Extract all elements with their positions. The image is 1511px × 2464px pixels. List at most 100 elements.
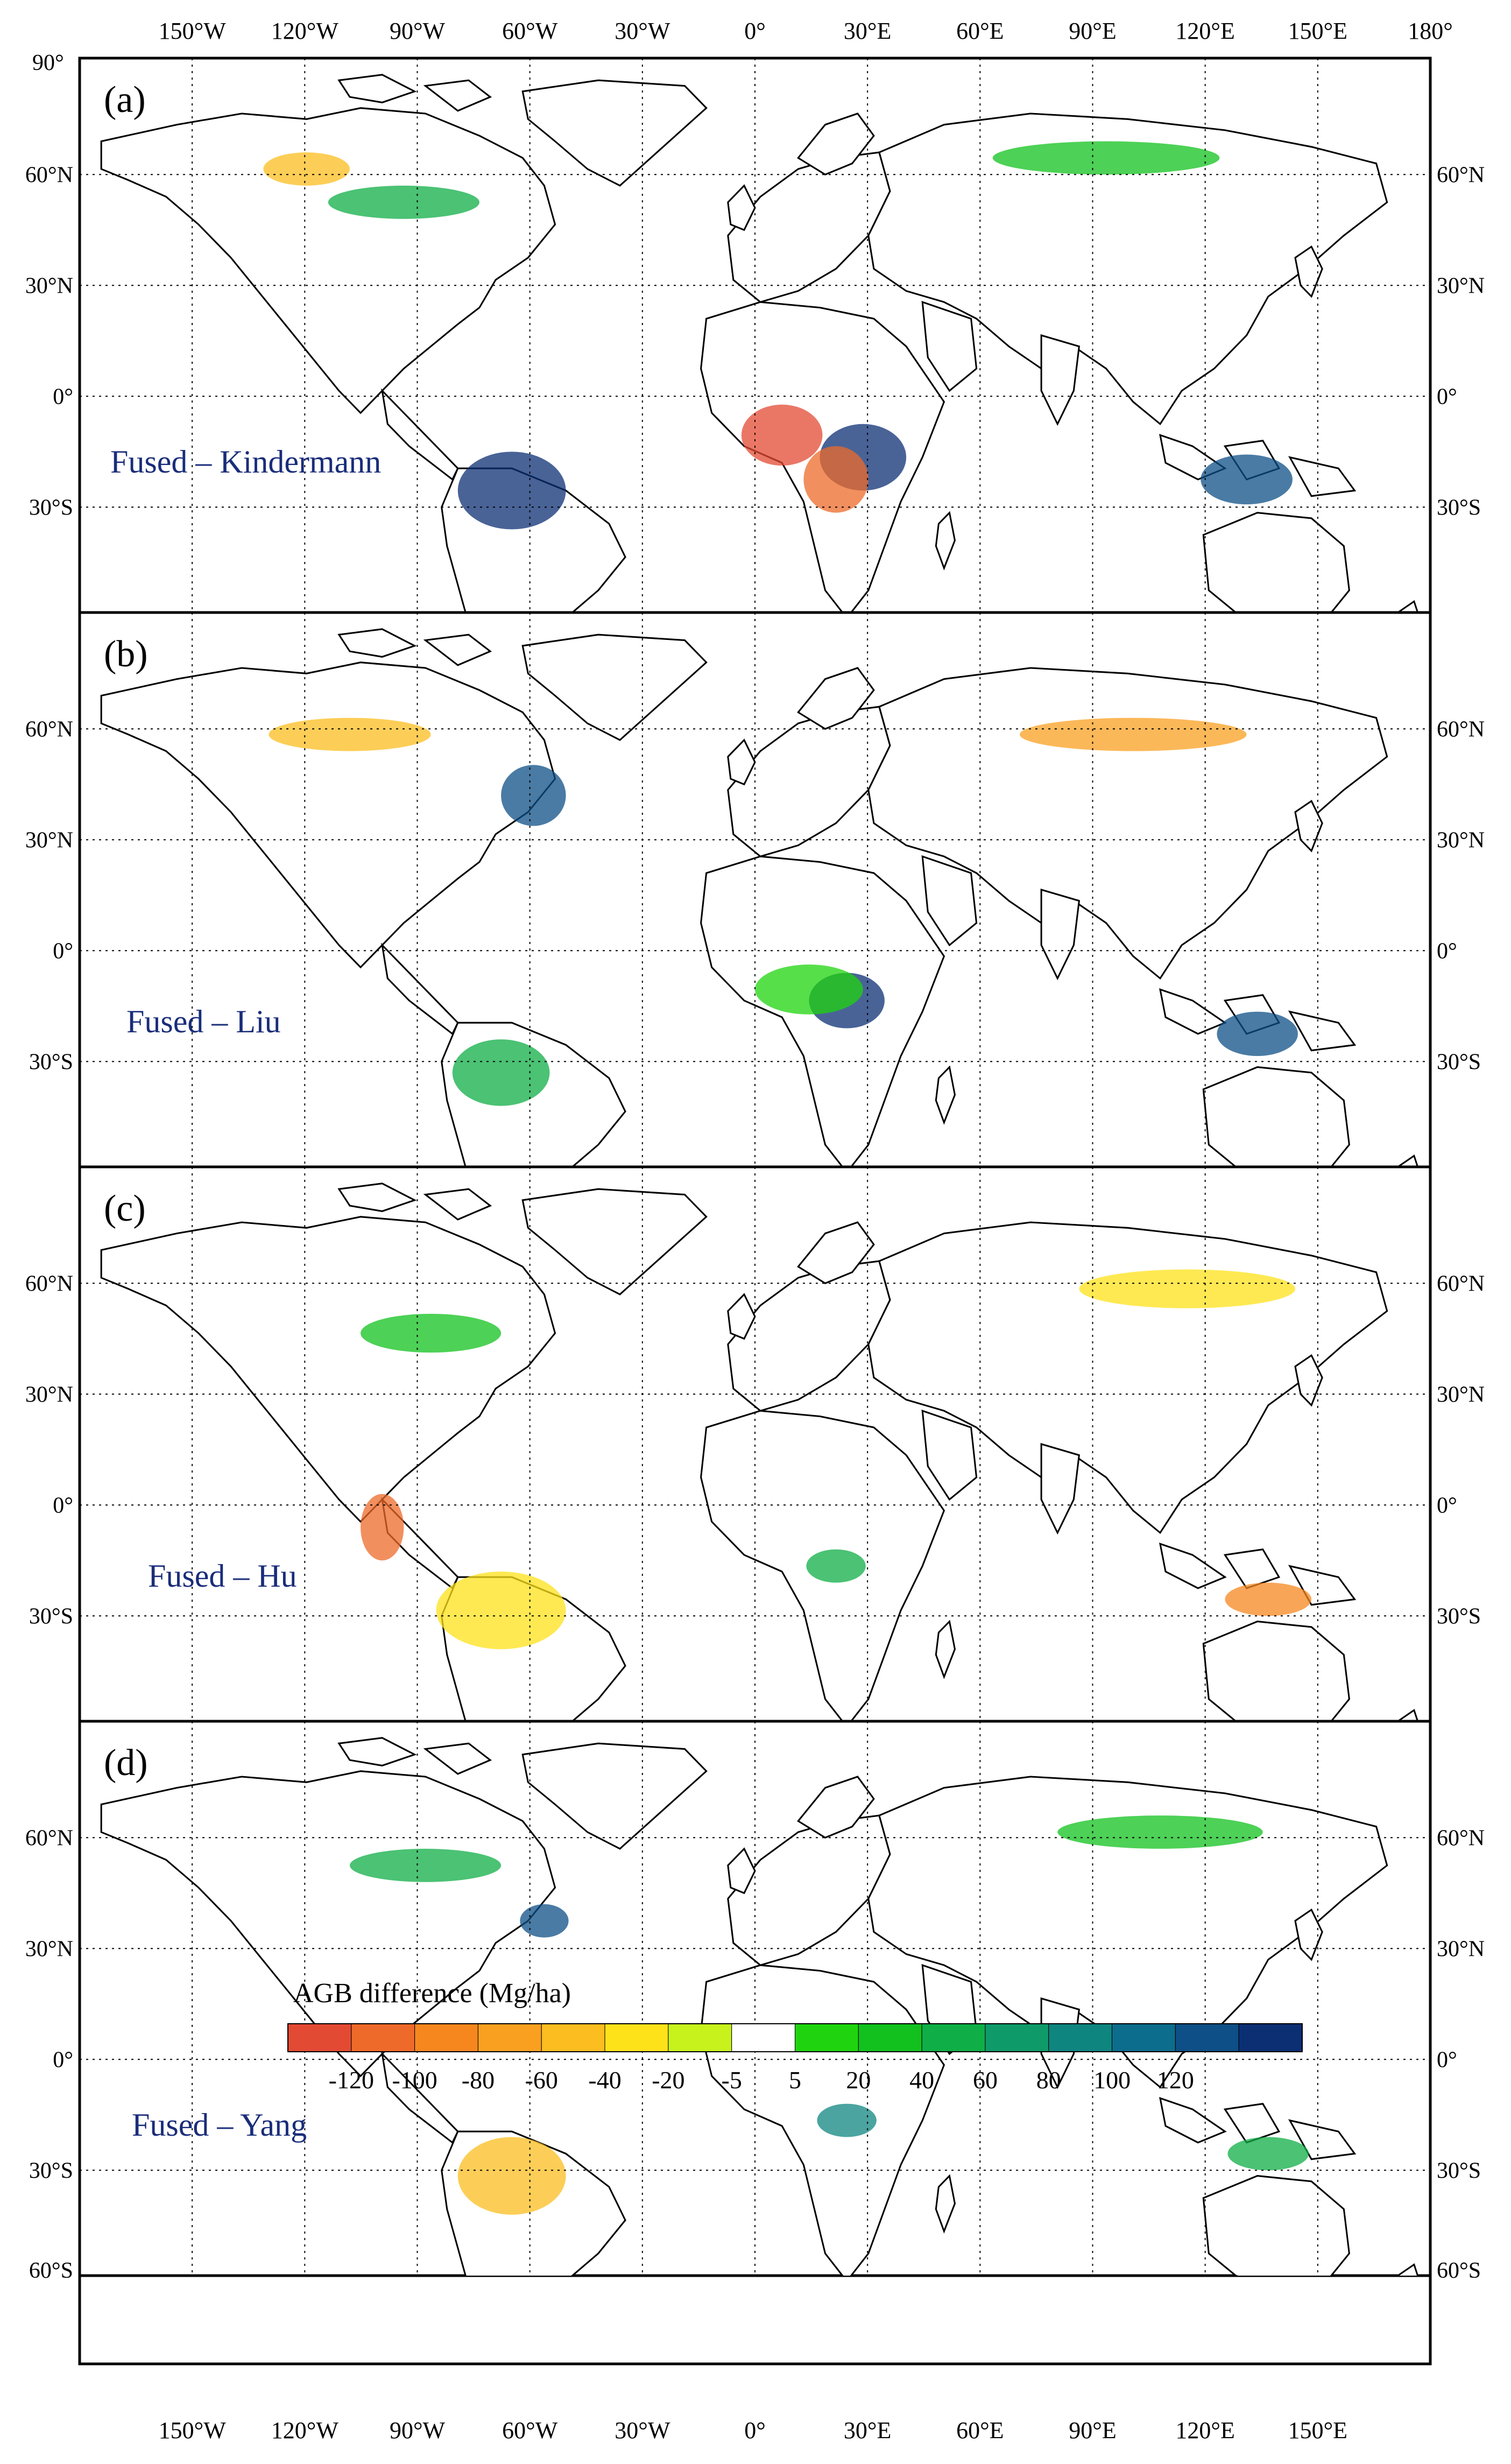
- legend-colorbar: [287, 2023, 1303, 2052]
- map-panel: 60°N 60°N 30°N 30°N 0° 0° 30°S 30°S (b) Fused – L…: [25, 611, 1485, 1168]
- lat-tick-right: 60°N: [1437, 717, 1485, 742]
- lat-tick-right: 30°S: [1437, 2158, 1481, 2183]
- agb-difference-region: [1079, 1269, 1295, 1308]
- map-panel: 60°N 60°N 30°N 30°N 0° 0° 30°S 30°S (c) Fused – H…: [25, 1165, 1485, 1723]
- legend-tick: -100: [392, 2066, 437, 2094]
- panels: 60°N 60°N 30°N 30°N 0° 0° 30°S 30°S (a) Fused – K…: [25, 57, 1485, 2283]
- lat-tick-left: 30°N: [25, 1937, 73, 1961]
- lon-tick-top: 30°E: [844, 18, 891, 44]
- agb-difference-region: [501, 765, 566, 826]
- lon-tick-bottom: 60°E: [956, 2417, 1004, 2444]
- legend-tick: 5: [789, 2066, 801, 2094]
- lat-tick-left: 60°N: [25, 717, 73, 742]
- lat-tick-left: 0°: [53, 939, 73, 963]
- panel-letter: (d): [104, 1742, 148, 1784]
- legend-tick: -40: [588, 2066, 621, 2094]
- corner-lat-label: 90°: [32, 51, 64, 75]
- lat-tick-right: 60°N: [1437, 163, 1485, 187]
- lat-tick-right: 30°N: [1437, 273, 1485, 298]
- agb-difference-region: [269, 717, 431, 751]
- lat-tick-right: 60°S: [1437, 2258, 1481, 2283]
- lat-tick-right: 30°N: [1437, 1937, 1485, 1961]
- lat-tick-left: 30°N: [25, 1382, 73, 1407]
- legend-tick: -5: [722, 2066, 742, 2094]
- agb-difference-region: [457, 2137, 566, 2215]
- panel-letter: (a): [104, 79, 146, 121]
- agb-difference-region: [457, 452, 566, 530]
- legend-tick: -20: [652, 2066, 684, 2094]
- lat-tick-right: 30°S: [1437, 1604, 1481, 1629]
- lon-tick-bottom: 30°E: [844, 2417, 891, 2444]
- legend-tick: -80: [462, 2066, 495, 2094]
- legend-swatch: [1175, 2023, 1239, 2052]
- legend-swatch: [921, 2023, 986, 2052]
- agb-difference-region: [520, 1904, 569, 1938]
- lat-tick-left: 60°N: [25, 1826, 73, 1850]
- lat-tick-left: 30°S: [29, 2158, 73, 2183]
- lat-tick-right: 30°N: [1437, 828, 1485, 853]
- legend-tick: 60: [973, 2066, 998, 2094]
- panel-comparison-label: Fused – Kindermann: [110, 444, 381, 480]
- lon-tick-bottom: 60°W: [502, 2417, 558, 2444]
- agb-difference-region: [803, 446, 869, 513]
- legend-tick: 40: [909, 2066, 934, 2094]
- lat-tick-right: 30°S: [1437, 1050, 1481, 1074]
- panel-letter: (b): [104, 633, 148, 675]
- agb-difference-region: [755, 965, 863, 1015]
- legend-tick: 80: [1036, 2066, 1061, 2094]
- agb-difference-region: [817, 2103, 877, 2137]
- panel-comparison-label: Fused – Yang: [132, 2107, 307, 2143]
- lat-tick-left: 60°N: [25, 1271, 73, 1296]
- agb-difference-region: [1057, 1815, 1263, 1849]
- agb-difference-region: [452, 1039, 550, 1106]
- agb-difference-region: [361, 1494, 404, 1561]
- lon-tick-top: 0°: [744, 18, 766, 44]
- legend-swatch: [1048, 2023, 1113, 2052]
- agb-difference-region: [361, 1313, 502, 1353]
- panel-letter: (c): [104, 1188, 146, 1229]
- lat-tick-left: 30°S: [29, 495, 73, 520]
- legend-tick: 20: [846, 2066, 871, 2094]
- lon-tick-top: 150°E: [1288, 18, 1347, 44]
- lat-tick-right: 0°: [1437, 384, 1457, 409]
- legend-swatch: [604, 2023, 669, 2052]
- lat-tick-right: 0°: [1437, 1493, 1457, 1518]
- agb-difference-region: [1227, 2137, 1309, 2171]
- lat-tick-left: 30°N: [25, 828, 73, 853]
- lat-tick-left: 0°: [53, 1493, 73, 1518]
- agb-difference-region: [992, 141, 1220, 175]
- agb-difference-region: [741, 404, 823, 466]
- legend-swatch: [985, 2023, 1049, 2052]
- legend: AGB difference (Mg/ha) -120 -100 -80 -60 -40…: [287, 1978, 1303, 2094]
- lon-tick-bottom: 120°W: [271, 2417, 339, 2444]
- lat-tick-right: 0°: [1437, 939, 1457, 963]
- lat-tick-left: 30°S: [29, 1604, 73, 1629]
- lon-tick-bottom: 30°W: [615, 2417, 670, 2444]
- lon-tick-bottom: 90°E: [1069, 2417, 1116, 2444]
- lat-tick-right: 60°N: [1437, 1271, 1485, 1296]
- lat-tick-right: 30°S: [1437, 495, 1481, 520]
- agb-difference-region: [350, 1848, 502, 1882]
- agb-difference-region: [1019, 717, 1247, 751]
- lon-tick-bottom: 90°W: [390, 2417, 446, 2444]
- legend-swatch: [351, 2023, 415, 2052]
- lon-tick-bottom: 150°W: [159, 2417, 227, 2444]
- legend-tick: -60: [525, 2066, 558, 2094]
- legend-swatch: [795, 2023, 859, 2052]
- map-panel: 60°N 60°N 30°N 30°N 0° 0° 30°S 30°S (a) Fused – K…: [25, 57, 1485, 614]
- legend-swatch: [414, 2023, 478, 2052]
- lon-tick-bottom: 120°E: [1175, 2417, 1234, 2444]
- lon-tick-top: 90°W: [390, 18, 446, 44]
- lat-tick-left: 0°: [53, 384, 73, 409]
- agb-difference-region: [436, 1571, 566, 1650]
- agb-difference-region: [1217, 1011, 1298, 1057]
- lat-tick-left: 60°N: [25, 163, 73, 187]
- lon-tick-top: 30°W: [615, 18, 670, 44]
- legend-swatch: [858, 2023, 922, 2052]
- legend-swatch: [477, 2023, 542, 2052]
- panel-comparison-label: Fused – Hu: [148, 1558, 297, 1594]
- lon-tick-top: 120°W: [271, 18, 339, 44]
- lat-tick-left: 60°S: [29, 2258, 73, 2283]
- legend-tick: 100: [1093, 2066, 1131, 2094]
